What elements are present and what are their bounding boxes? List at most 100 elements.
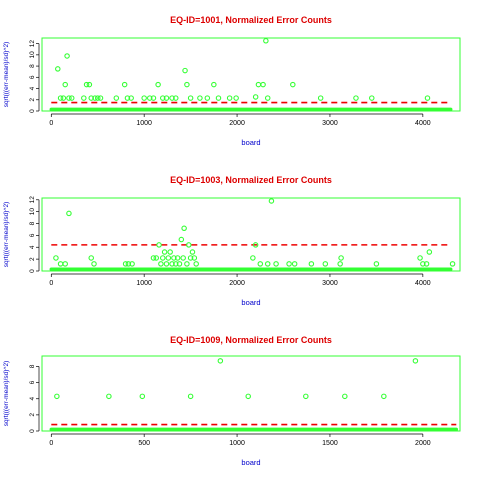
data-point — [63, 262, 67, 266]
x-axis-label: board — [241, 138, 260, 147]
y-axis-label: sqrt(((err-mean)/sd)^2) — [3, 202, 10, 268]
data-point — [246, 394, 250, 398]
data-point — [154, 256, 158, 260]
data-point — [166, 256, 170, 260]
y-tick-label: 4 — [29, 397, 36, 401]
data-point — [190, 250, 194, 254]
data-point — [261, 82, 265, 86]
data-point — [264, 39, 268, 43]
data-point — [56, 67, 60, 71]
data-point — [274, 262, 278, 266]
data-point — [253, 95, 257, 99]
data-point — [309, 262, 313, 266]
data-point — [427, 250, 431, 254]
y-tick-label: 12 — [29, 196, 36, 204]
data-point — [216, 96, 220, 100]
x-axis-label: board — [241, 458, 260, 467]
data-point — [179, 237, 183, 241]
data-point — [425, 96, 429, 100]
x-tick-label: 0 — [49, 120, 53, 127]
data-point — [258, 262, 262, 266]
data-point — [382, 394, 386, 398]
x-tick-label: 1000 — [229, 440, 245, 447]
x-tick-label: 4000 — [415, 120, 431, 127]
data-point — [89, 256, 93, 260]
data-point — [157, 243, 161, 247]
data-point — [162, 250, 166, 254]
data-point — [339, 256, 343, 260]
data-point — [168, 250, 172, 254]
data-point — [338, 262, 342, 266]
y-tick-label: 0 — [29, 109, 36, 113]
y-tick-label: 2 — [29, 98, 36, 102]
plot-frame — [42, 198, 460, 271]
data-point — [343, 394, 347, 398]
data-point — [323, 262, 327, 266]
data-point — [58, 262, 62, 266]
data-point — [198, 96, 202, 100]
x-tick-label: 2000 — [229, 280, 245, 287]
data-point — [256, 82, 260, 86]
x-tick-label: 1000 — [136, 120, 152, 127]
data-point — [70, 96, 74, 100]
y-tick-label: 6 — [29, 233, 36, 237]
data-point — [185, 82, 189, 86]
data-point — [212, 82, 216, 86]
data-point — [354, 96, 358, 100]
data-point — [450, 262, 454, 266]
data-point — [374, 262, 378, 266]
data-point — [194, 262, 198, 266]
data-point — [54, 256, 58, 260]
y-tick-label: 12 — [29, 40, 36, 48]
y-tick-label: 2 — [29, 413, 36, 417]
plot-frame — [42, 356, 460, 431]
data-point — [418, 256, 422, 260]
y-tick-label: 8 — [29, 64, 36, 68]
data-point — [161, 256, 165, 260]
data-point — [67, 211, 71, 215]
chart-title: EQ-ID=1009, Normalized Error Counts — [170, 335, 332, 345]
data-point — [370, 96, 374, 100]
data-point — [188, 394, 192, 398]
x-tick-label: 500 — [138, 440, 150, 447]
x-tick-label: 2000 — [415, 440, 431, 447]
y-tick-label: 10 — [29, 208, 36, 216]
data-point — [55, 394, 59, 398]
data-point — [87, 82, 91, 86]
data-point — [122, 82, 126, 86]
data-point — [107, 394, 111, 398]
y-tick-label: 10 — [29, 51, 36, 59]
chart-title: EQ-ID=1001, Normalized Error Counts — [170, 15, 332, 25]
data-point — [142, 96, 146, 100]
data-point — [188, 96, 192, 100]
x-tick-label: 3000 — [322, 120, 338, 127]
data-point — [234, 96, 238, 100]
data-point — [287, 262, 291, 266]
data-point — [251, 256, 255, 260]
data-point — [82, 96, 86, 100]
plot-frame — [42, 38, 460, 111]
data-point — [61, 96, 65, 100]
x-tick-label: 4000 — [415, 280, 431, 287]
y-tick-label: 8 — [29, 364, 36, 368]
x-tick-label: 0 — [49, 280, 53, 287]
x-tick-label: 1000 — [136, 280, 152, 287]
chart-panel-2: EQ-ID=1003, Normalized Error Counts 0 1000… — [3, 175, 460, 307]
x-axis-label: board — [241, 298, 260, 307]
y-tick-label: 0 — [29, 429, 36, 433]
data-point — [156, 82, 160, 86]
y-tick-label: 6 — [29, 380, 36, 384]
data-point — [318, 96, 322, 100]
y-tick-label: 6 — [29, 75, 36, 79]
y-tick-label: 0 — [29, 269, 36, 273]
data-point — [63, 82, 67, 86]
data-point — [185, 262, 189, 266]
chart-panel-3: EQ-ID=1009, Normalized Error Counts 0 500 1… — [3, 335, 460, 467]
data-point — [140, 394, 144, 398]
y-tick-label: 2 — [29, 257, 36, 261]
data-point — [159, 262, 163, 266]
data-point — [205, 96, 209, 100]
y-tick-label: 4 — [29, 86, 36, 90]
chart-title: EQ-ID=1003, Normalized Error Counts — [170, 175, 332, 185]
